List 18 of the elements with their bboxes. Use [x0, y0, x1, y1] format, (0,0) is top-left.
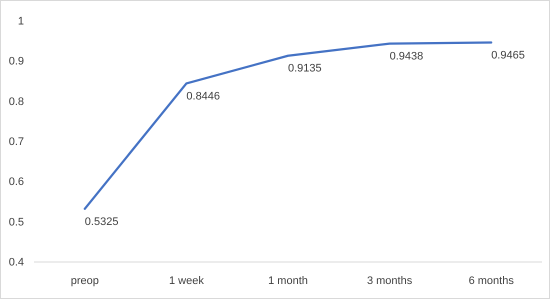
y-tick-label: 1 [18, 16, 24, 28]
x-tick-label: 1 week [168, 274, 204, 287]
x-tick-label: 1 month [268, 274, 308, 287]
data-label: 0.8446 [186, 90, 220, 102]
y-tick-label: 0.6 [8, 176, 24, 188]
x-tick-label: 6 months [468, 274, 514, 287]
x-tick-label: preop [70, 274, 99, 287]
data-label: 0.9465 [491, 49, 525, 62]
x-tick-label: 3 months [366, 274, 413, 287]
data-label: 0.5325 [84, 216, 118, 228]
y-tick-label: 0.5 [8, 216, 24, 228]
line-series [84, 41, 492, 210]
data-label: 0.9135 [288, 62, 322, 75]
y-tick-label: 0.4 [8, 256, 24, 269]
data-label: 0.9438 [390, 50, 424, 63]
y-tick-label: 0.8 [8, 96, 24, 108]
y-tick-label: 0.9 [8, 56, 24, 68]
y-tick-label: 0.7 [8, 136, 24, 148]
